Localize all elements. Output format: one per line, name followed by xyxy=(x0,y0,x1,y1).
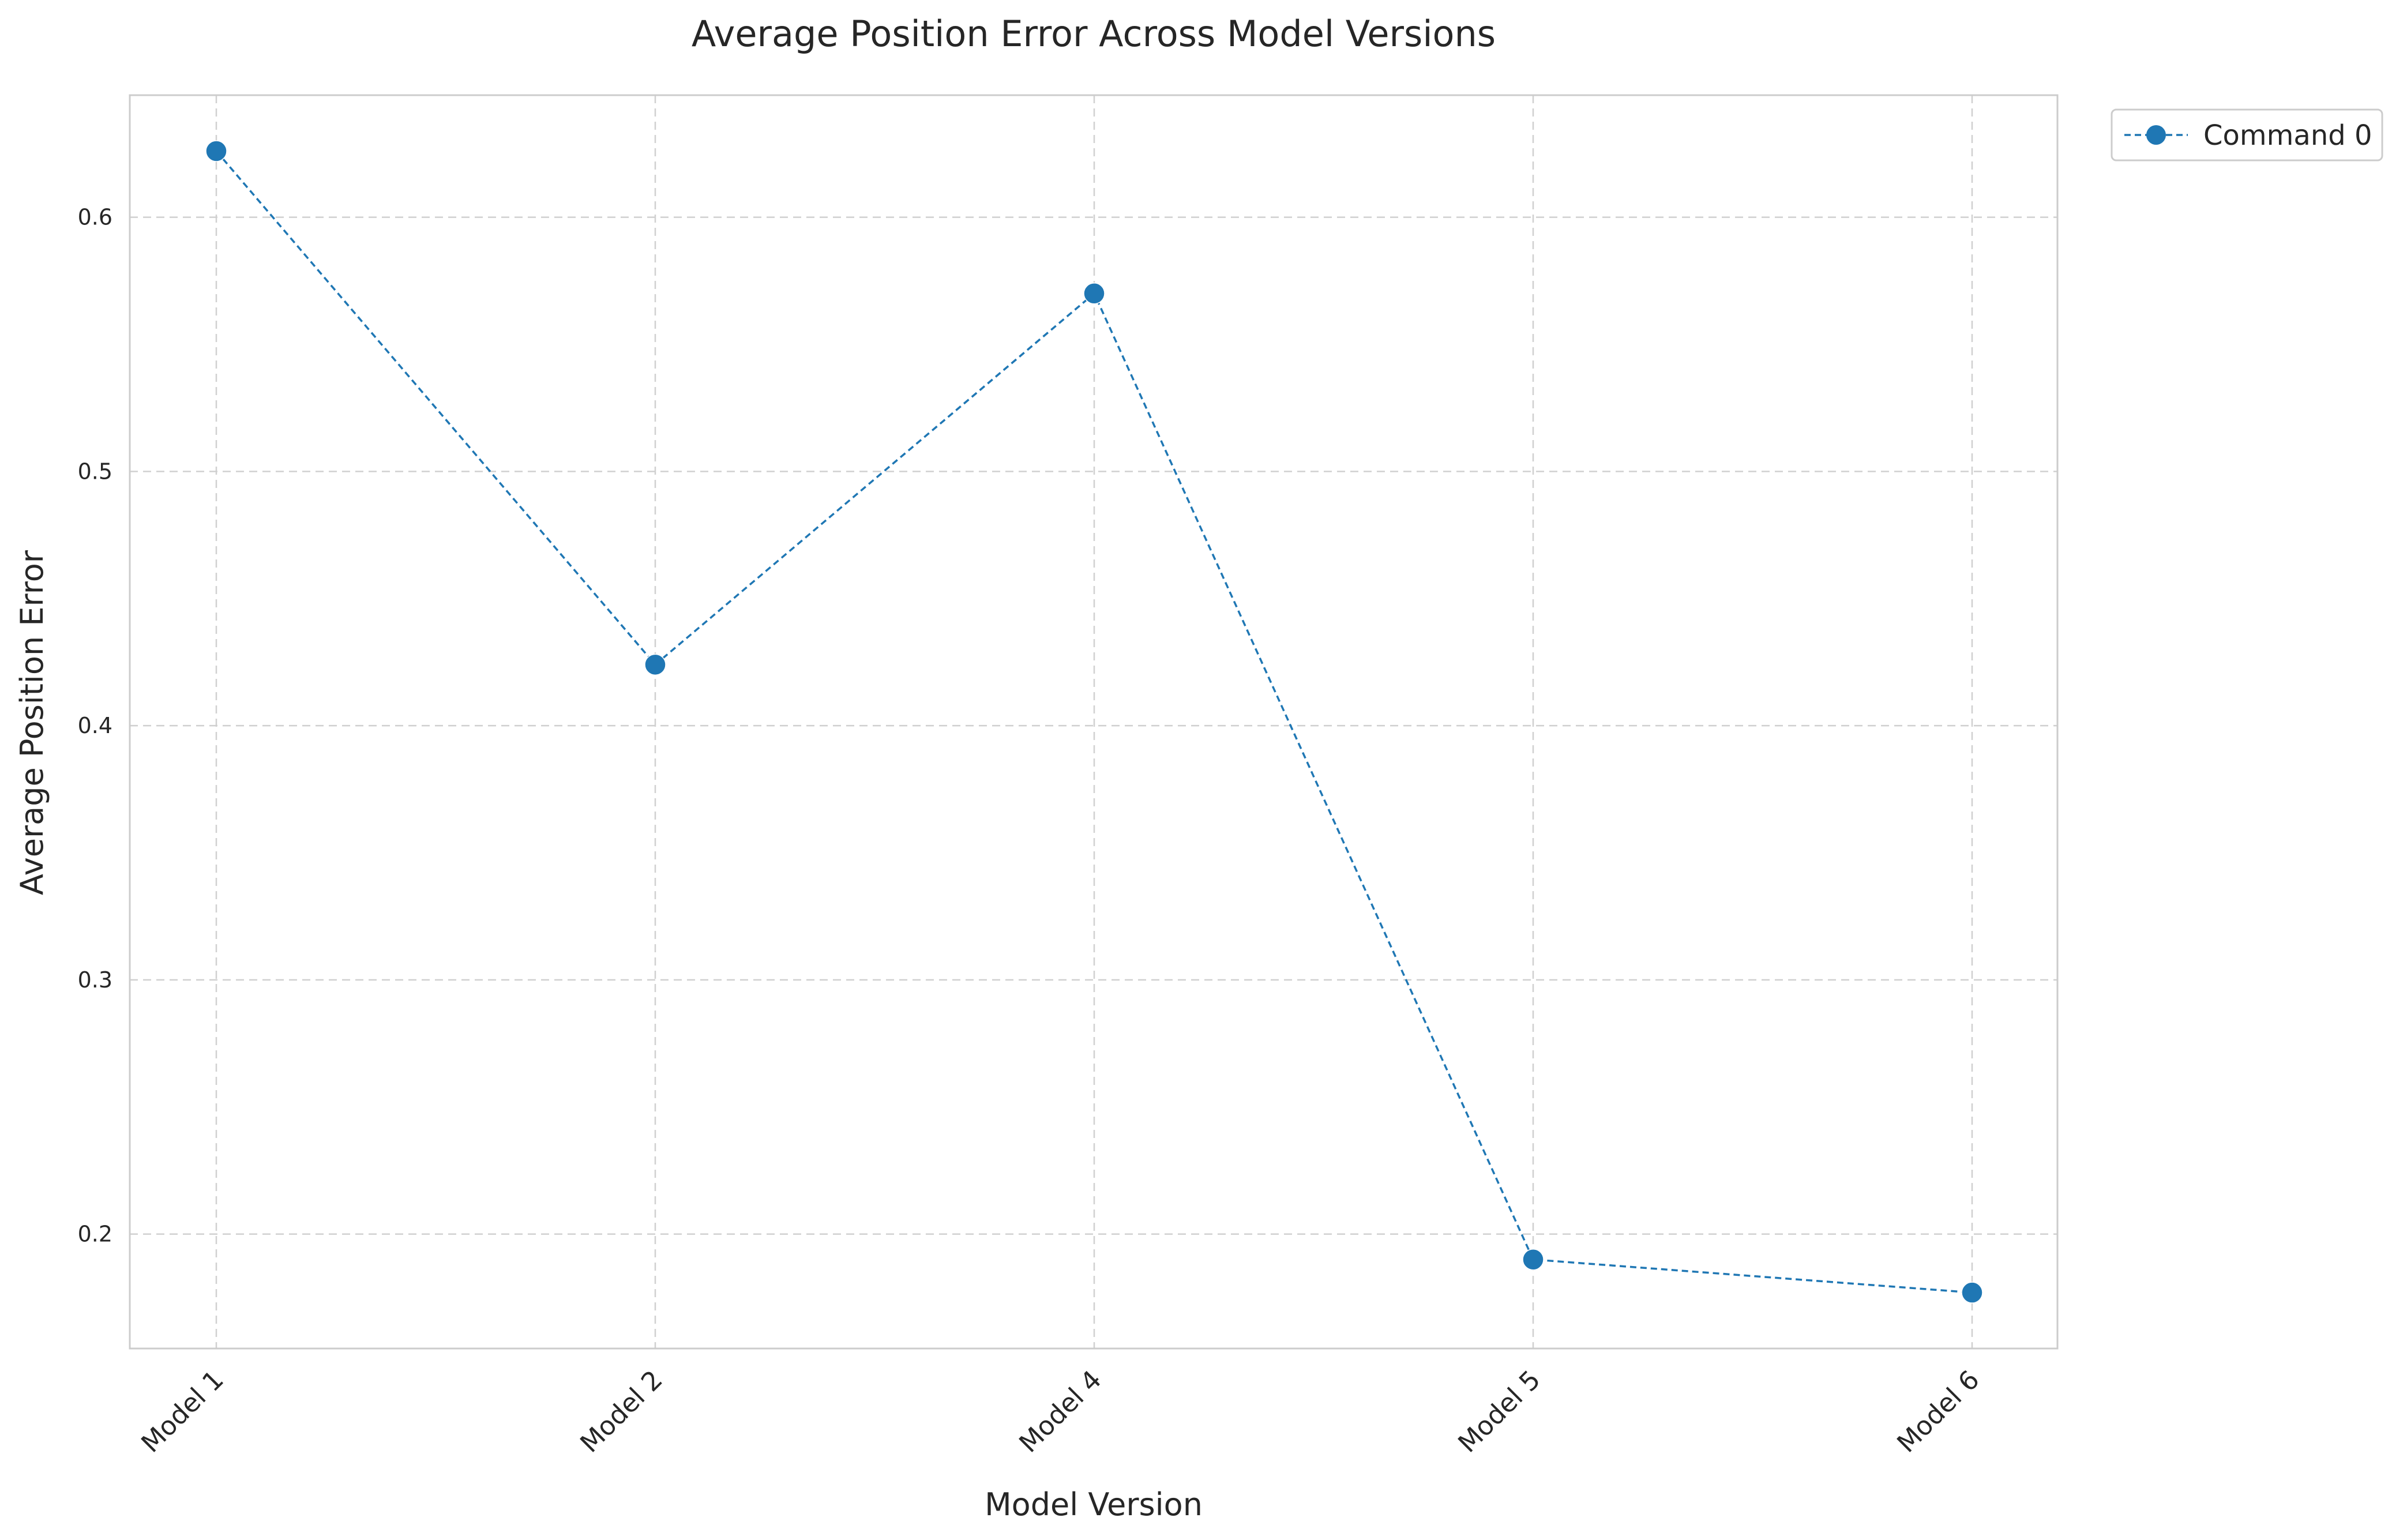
x-tick-label: Model 4 xyxy=(1013,1364,1107,1458)
y-axis-ticks: 0.2 0.3 0.4 0.5 0.6 xyxy=(78,205,112,1247)
x-tick-label: Model 1 xyxy=(135,1364,229,1458)
x-tick-label: Model 6 xyxy=(1891,1364,1985,1458)
data-point xyxy=(1961,1282,1983,1304)
y-tick-label: 0.2 xyxy=(78,1222,112,1247)
chart-title: Average Position Error Across Model Vers… xyxy=(692,13,1496,55)
data-point xyxy=(644,653,666,676)
y-axis-label: Average Position Error xyxy=(14,550,50,895)
x-tick-label: Model 5 xyxy=(1452,1364,1546,1458)
legend: Command 0 xyxy=(2111,108,2383,161)
y-tick-label: 0.6 xyxy=(78,205,112,230)
y-tick-label: 0.5 xyxy=(78,459,112,484)
legend-marker-swatch xyxy=(2146,125,2166,145)
grid xyxy=(130,95,2057,1349)
x-tick-label: Model 2 xyxy=(574,1364,668,1458)
data-point xyxy=(1083,283,1105,305)
y-tick-label: 0.3 xyxy=(78,967,112,993)
series-command-0 xyxy=(205,140,1983,1304)
legend-box xyxy=(2111,108,2383,161)
data-point xyxy=(205,140,227,162)
x-axis-ticks: Model 1 Model 2 Model 4 Model 5 Model 6 xyxy=(135,1364,1985,1458)
data-point xyxy=(1522,1248,1544,1271)
y-tick-label: 0.4 xyxy=(78,713,112,738)
plot-frame xyxy=(129,94,2059,1350)
x-axis-label: Model Version xyxy=(985,1486,1203,1523)
legend-label-command-0: Command 0 xyxy=(2203,119,2372,152)
